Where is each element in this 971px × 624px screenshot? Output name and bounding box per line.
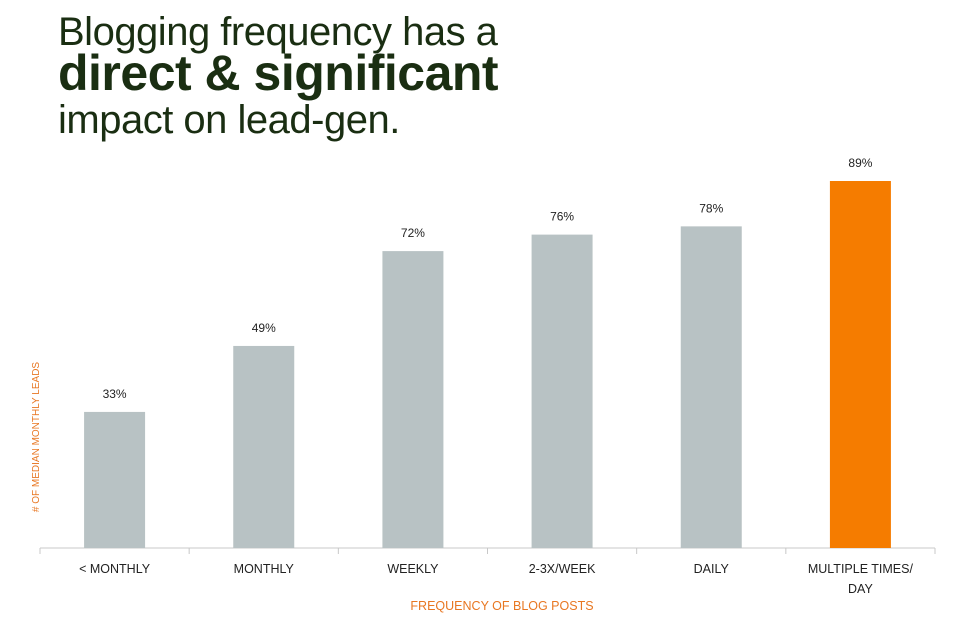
category-label-1: MONTHLY [234,562,295,576]
headline-line-3: impact on lead-gen. [58,98,400,142]
bar-2 [382,251,444,548]
x-axis-title: FREQUENCY OF BLOG POSTS [410,599,593,613]
bar-4 [680,226,742,548]
headline-line-2: direct & significant [58,45,499,101]
category-label-2: WEEKLY [387,562,439,576]
bar-5 [829,181,891,548]
bar-3 [531,234,593,548]
bar-0 [84,411,146,548]
y-axis-title: # OF MEDIAN MONTHLY LEADS [31,362,42,513]
headline-line-1: Blogging frequency has a [58,10,498,54]
headline: Blogging frequency has a direct & signif… [58,10,499,142]
value-label-4: 78% [699,201,723,215]
bar-1 [233,345,295,548]
value-label-1: 49% [252,321,276,335]
value-label-0: 33% [103,387,127,401]
value-label-3: 76% [550,210,574,224]
category-label-4: DAILY [694,562,730,576]
value-label-2: 72% [401,226,425,240]
category-label-0: < MONTHLY [79,562,151,576]
value-label-5: 89% [848,156,872,170]
category-label-3: 2-3X/WEEK [529,562,596,576]
category-label-5: MULTIPLE TIMES/DAY [808,562,914,596]
